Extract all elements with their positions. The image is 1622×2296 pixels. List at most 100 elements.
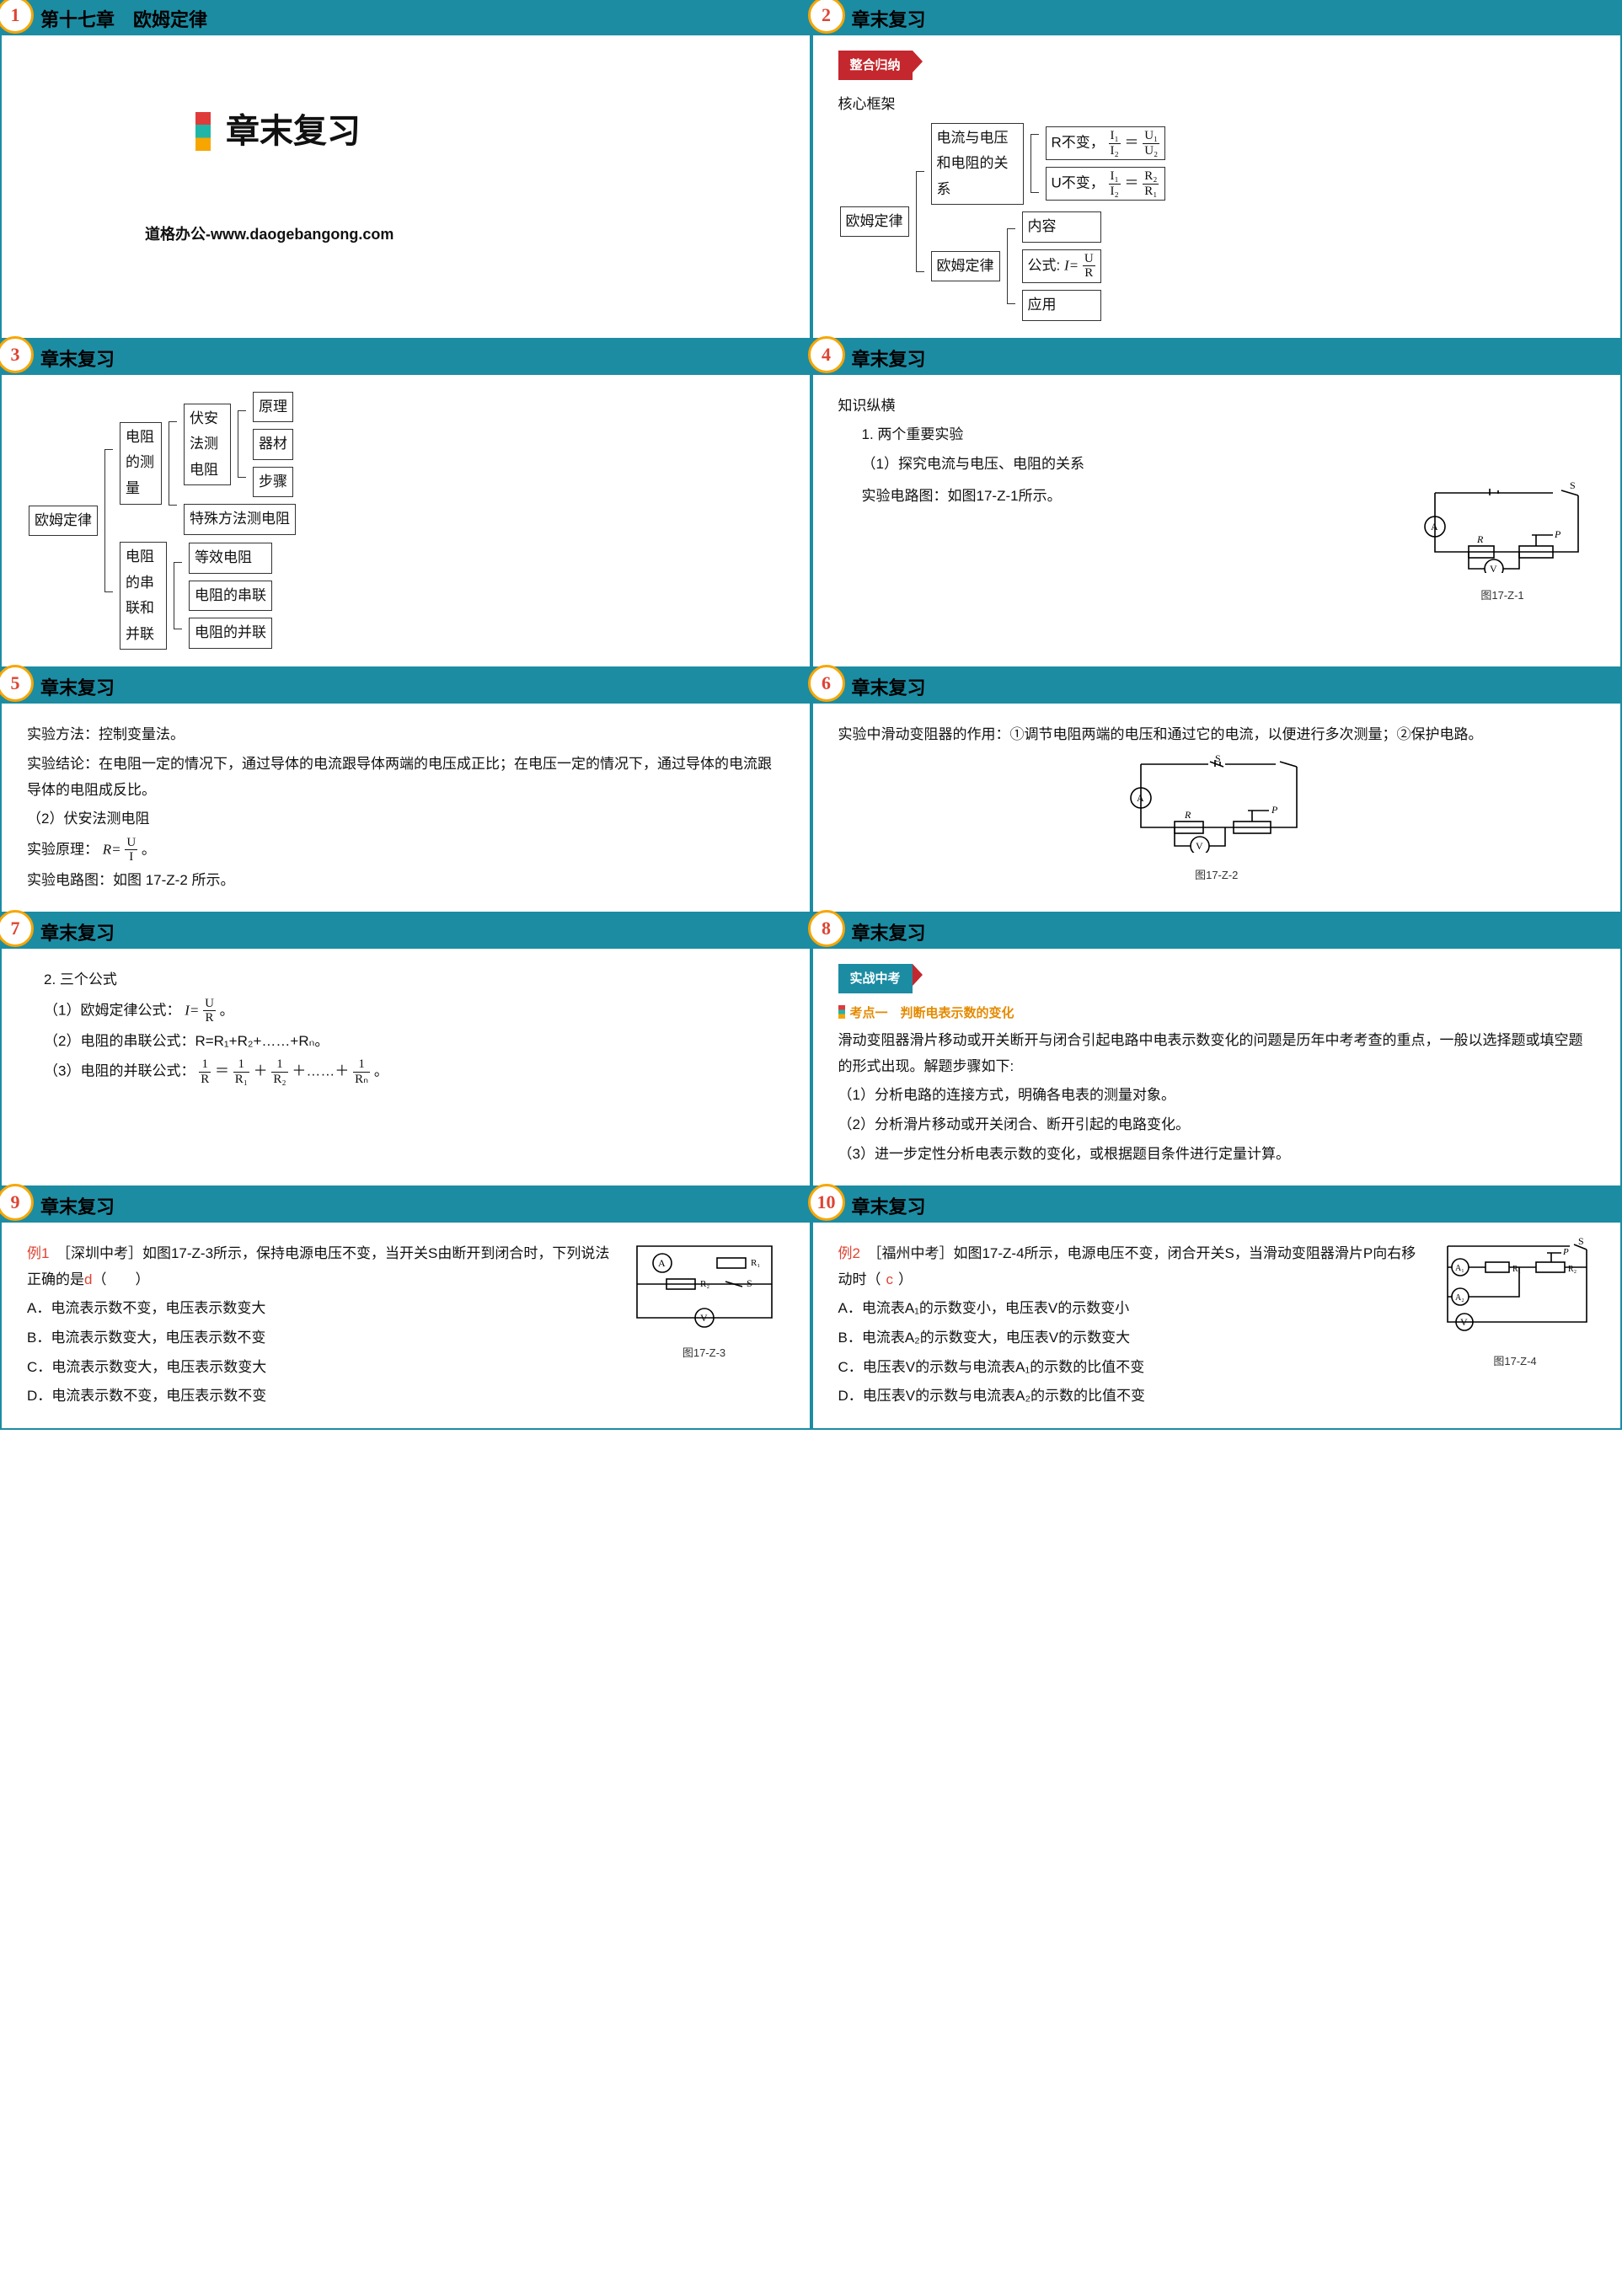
svg-text:P: P (1562, 1247, 1569, 1257)
figure-caption: 图17-Z-1 (1410, 586, 1595, 605)
section-ribbon: 实战中考 (838, 964, 913, 993)
svg-text:V: V (1460, 1316, 1468, 1328)
color-bar-icon (195, 112, 211, 151)
figure-caption: 图17-Z-3 (624, 1343, 784, 1362)
svg-text:R: R (1476, 533, 1484, 545)
tree-leaf: 步骤 (253, 467, 293, 498)
circuit-svg: S A R P V (1410, 480, 1595, 573)
slide-number-badge: 4 (808, 336, 845, 373)
slide-number-badge: 6 (808, 665, 845, 702)
slide-header: 章末复习 (2, 341, 810, 375)
svg-text:A₂: A₂ (1455, 1293, 1464, 1303)
svg-text:A: A (1137, 792, 1144, 804)
option-d: D．电压表V的示数与电流表A₂的示数的比值不变 (838, 1383, 1596, 1410)
tree-node: 伏安法测电阻 (184, 404, 231, 486)
text-line: （2）伏安法测电阻 (27, 806, 784, 832)
svg-text:A: A (1431, 521, 1438, 533)
tree-leaf: 等效电阻 (189, 543, 272, 574)
text-line: （1）分析电路的连接方式，明确各电表的测量对象。 (838, 1083, 1596, 1109)
svg-text:S: S (1570, 480, 1576, 491)
slide-6: 6 章末复习 实验中滑动变阻器的作用：①调节电阻两端的电压和通过它的电流，以便进… (811, 668, 1622, 913)
text-line: 实验电路图：如图 17-Z-2 所示。 (27, 868, 784, 894)
slide-header: 章末复习 (2, 915, 810, 949)
circuit-svg: S A₁ A₂ R₁ R₂ P V (1435, 1238, 1595, 1339)
slide-9: 9 章末复习 A R₁ R₂ S V 图17-Z-3 例1 ［深圳中考］如图17… (0, 1187, 811, 1430)
slide-grid: 1 第十七章 欧姆定律 章末复习 道格办公-www.daogebangong.c… (0, 0, 1622, 1430)
tree-leaf: 内容 (1022, 211, 1101, 243)
svg-text:R: R (1184, 809, 1191, 821)
tree-root: 欧姆定律 (29, 506, 98, 537)
slide-5: 5 章末复习 实验方法：控制变量法。 实验结论：在电阻一定的情况下，通过导体的电… (0, 668, 811, 913)
formula-line: 实验原理： R= UI 。 (27, 836, 784, 864)
text-line: （1）探究电流与电压、电阻的关系 (862, 452, 1596, 478)
svg-text:P: P (1271, 804, 1278, 816)
circuit-figure-4: S A₁ A₂ R₁ R₂ P V 图17-Z-4 (1435, 1238, 1595, 1371)
slide-header: 章末复习 (813, 670, 1621, 704)
svg-text:S: S (1578, 1238, 1584, 1247)
svg-text:A₁: A₁ (1455, 1264, 1464, 1273)
concept-tree: 欧姆定律 电流与电压和电阻的关系 R不变， I₁I₂ ＝ U₁U₂ U不 (838, 121, 1596, 323)
section-title: 知识纵横 (838, 393, 1596, 420)
tree-leaf: 器材 (253, 429, 293, 460)
text-line: 实验中滑动变阻器的作用：①调节电阻两端的电压和通过它的电流，以便进行多次测量；②… (838, 722, 1596, 748)
concept-tree: 欧姆定律 电阻的测量 伏安法测电阻 原理 器材 步骤 (27, 390, 784, 652)
slide-header: 章末复习 (2, 1189, 810, 1223)
figure-caption: 图17-Z-4 (1435, 1351, 1595, 1371)
text-line: （2）分析滑片移动或开关闭合、断开引起的电路变化。 (838, 1112, 1596, 1138)
text-line: 滑动变阻器滑片移动或开关断开与闭合引起电路中电表示数变化的问题是历年中考考查的重… (838, 1028, 1596, 1079)
circuit-svg: S A R P V (1116, 752, 1318, 853)
text-line: 实验结论：在电阻一定的情况下，通过导体的电流跟导体两端的电压成正比；在电压一定的… (27, 752, 784, 803)
slide-number-badge: 10 (808, 1184, 845, 1221)
slide-header: 章末复习 (813, 915, 1621, 949)
text-line: 实验方法：控制变量法。 (27, 722, 784, 748)
tree-node: 电流与电压和电阻的关系 (931, 123, 1024, 206)
svg-text:R₁: R₁ (751, 1258, 760, 1268)
text-line: （3）进一步定性分析电表示数的变化，或根据题目条件进行定量计算。 (838, 1142, 1596, 1168)
framework-label: 核心框架 (838, 92, 1596, 118)
formula-line: （1）欧姆定律公式： I= UR 。 (44, 997, 784, 1025)
slide-1: 1 第十七章 欧姆定律 章末复习 道格办公-www.daogebangong.c… (0, 0, 811, 340)
svg-text:S: S (747, 1277, 752, 1289)
text-line: 实验电路图：如图17-Z-1所示。 (862, 484, 1411, 510)
slide-header: 章末复习 (813, 2, 1621, 35)
tree-leaf: R不变， I₁I₂ ＝ U₁U₂ (1046, 126, 1166, 160)
formula-line: （2）电阻的串联公式：R=R₁+R₂+……+Rₙ。 (44, 1029, 784, 1055)
slide-7: 7 章末复习 2. 三个公式 （1）欧姆定律公式： I= UR 。 （2）电阻的… (0, 913, 811, 1187)
tree-leaf: U不变， I₁I₂ ＝ R₂R₁ (1046, 167, 1166, 201)
formula-line: （3）电阻的并联公式： 1R ＝ 1R₁ ＋ 1R₂ ＋……＋ 1Rₙ 。 (44, 1057, 784, 1086)
figure-caption: 图17-Z-2 (838, 865, 1596, 885)
color-bar-icon (838, 1005, 845, 1019)
slide-4: 4 章末复习 知识纵横 1. 两个重要实验 （1）探究电流与电压、电阻的关系 实… (811, 340, 1622, 669)
circuit-figure-2: S A R P V 图17-Z-2 (838, 752, 1596, 885)
circuit-svg: A R₁ R₂ S V (624, 1238, 784, 1330)
slide-header: 章末复习 (2, 670, 810, 704)
tree-leaf: 应用 (1022, 290, 1101, 321)
svg-text:A: A (658, 1257, 666, 1269)
circuit-figure-3: A R₁ R₂ S V 图17-Z-3 (624, 1238, 784, 1362)
slide-header: 第十七章 欧姆定律 (2, 2, 810, 35)
tree-leaf: 原理 (253, 392, 293, 423)
slide-number-badge: 8 (808, 910, 845, 947)
tree-root: 欧姆定律 (840, 206, 909, 238)
circuit-figure-1: S A R P V 图17-Z-1 (1410, 480, 1595, 605)
keypoint-title: 考点一 判断电表示数的变化 (838, 1002, 1596, 1025)
svg-text:V: V (1196, 840, 1203, 852)
svg-text:V: V (1490, 563, 1497, 573)
slide-8: 8 章末复习 实战中考 考点一 判断电表示数的变化 滑动变阻器滑片移动或开关断开… (811, 913, 1622, 1187)
tree-leaf: 电阻的并联 (189, 618, 272, 649)
title-text: 章末复习 (226, 101, 361, 162)
tree-node: 欧姆定律 (931, 251, 1000, 282)
text-line: 1. 两个重要实验 (862, 422, 1596, 448)
tree-node: 电阻的串联和并联 (120, 542, 167, 650)
slide-2: 2 章末复习 整合归纳 核心框架 欧姆定律 电流与电压和电阻的关系 R不变， I… (811, 0, 1622, 340)
svg-text:V: V (700, 1312, 708, 1324)
slide-header: 章末复习 (813, 341, 1621, 375)
svg-text:R₂: R₂ (700, 1279, 709, 1289)
tree-leaf: 公式: I= UR (1022, 249, 1101, 283)
subtitle: 道格办公-www.daogebangong.com (145, 221, 784, 248)
slide-10: 10 章末复习 S A₁ A₂ R₁ R₂ P V 图17-Z-4 例2 ［福州… (811, 1187, 1622, 1430)
text-line: 2. 三个公式 (44, 967, 784, 993)
slide-number-badge: 3 (0, 336, 34, 373)
tree-leaf: 电阻的串联 (189, 581, 272, 612)
section-ribbon: 整合归纳 (838, 51, 913, 80)
